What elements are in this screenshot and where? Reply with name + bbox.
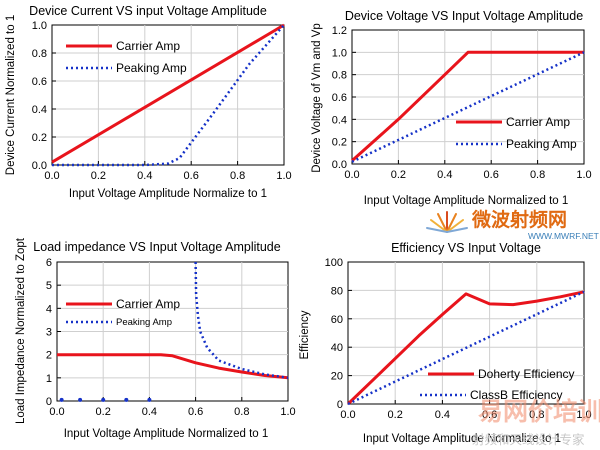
x-tick-label: 0.6 [484, 169, 499, 181]
y-axis-label: Device Current Normalized to 1 [5, 15, 17, 175]
series-line-classb-efficiency [347, 290, 585, 406]
y-tick-label: 0.4 [332, 114, 347, 126]
x-tick-label: 0.0 [344, 169, 359, 181]
legend: Carrier Amp Peaking Amp [66, 297, 180, 328]
watermark-brand: 微波射频网 [471, 208, 567, 231]
legend: Carrier Amp Peaking Amp [66, 39, 187, 75]
legend-label-classb: ClassB Efficiency [470, 388, 562, 402]
x-tick-label: 1.0 [276, 170, 291, 182]
series-line-carrier-amp [57, 353, 289, 380]
y-tick-label: 1 [46, 373, 52, 385]
y-tick-label: 0 [337, 399, 343, 411]
series-point-peaking-amp-markers [59, 397, 64, 402]
y-tick-label: 4 [46, 303, 52, 315]
watermark-corner-title: 易网价培训 [478, 397, 600, 426]
legend: Doherty Efficiency ClassB Efficiency [420, 367, 575, 402]
y-tick-label: 0.2 [32, 132, 47, 144]
x-tick-label: 0.8 [529, 409, 544, 421]
x-tick-label: 0.0 [340, 409, 355, 421]
series-line-peaking-amp [52, 24, 285, 167]
y-tick-label: 5 [46, 280, 52, 292]
mwrf-logo-icon [426, 211, 468, 233]
y-axis-label: Device Voltage of Vm and Vp [311, 23, 323, 173]
y-tick-label: 3 [46, 327, 52, 339]
x-tick-label: 0.4 [437, 169, 452, 181]
series-point-peaking-amp-markers [101, 397, 106, 402]
legend-label-peaking: Peaking Amp [116, 61, 187, 75]
plot-frame [347, 261, 585, 405]
x-tick-label: 0.8 [234, 406, 249, 418]
legend-label-carrier: Carrier Amp [506, 115, 570, 129]
legend-label-peaking: Peaking Amp [506, 137, 577, 151]
y-tick-label: 0.6 [332, 92, 347, 104]
x-tick-label: 0.6 [188, 406, 203, 418]
y-axis-label: Efficiency [299, 310, 311, 359]
x-tick-label: 0.2 [96, 406, 111, 418]
x-tick-label: 0.8 [230, 170, 245, 182]
series-point-peaking-amp-markers [147, 397, 152, 402]
y-tick-label: 0.0 [332, 159, 347, 171]
legend-label-doherty: Doherty Efficiency [478, 367, 575, 381]
x-axis-label: Input Voltage Amplitude Normalized to 1 [64, 428, 269, 440]
x-tick-label: 0.6 [184, 170, 199, 182]
y-tick-label: 100 [325, 257, 343, 269]
watermark-corner-sub: 射频和天线设计专家 [472, 432, 585, 447]
x-tick-label: 0.0 [44, 170, 59, 182]
x-tick-label: 0.4 [137, 170, 152, 182]
series-point-peaking-amp-markers [78, 397, 83, 402]
chart-device-current: Device Current VS input Voltage Amplitud… [5, 4, 292, 200]
series-line-carrier-amp [51, 23, 285, 164]
watermark-mwrf: 微波射频网 WWW.MWRF.NET [426, 208, 599, 241]
x-tick-label: 1.0 [280, 406, 295, 418]
chart-title: Load impedance VS Input Voltage Amplitud… [33, 240, 280, 254]
y-tick-label: 0.0 [32, 160, 47, 172]
y-tick-label: 1.2 [332, 25, 347, 37]
y-tick-label: 0.4 [32, 104, 47, 116]
y-tick-label: 0.8 [332, 70, 347, 82]
series-point-peaking-amp-markers [124, 397, 129, 402]
chart-efficiency: Efficiency VS Input Voltage 0.0 0.2 0.4 0.6… [299, 241, 592, 445]
x-tick-label: 0.2 [391, 169, 406, 181]
y-tick-label: 0 [46, 396, 52, 408]
y-tick-label: 40 [331, 342, 343, 354]
series-line-peaking-amp [194, 261, 289, 380]
legend-label-carrier: Carrier Amp [116, 39, 180, 53]
x-tick-label: 1.0 [576, 409, 591, 421]
x-tick-label: 0.8 [530, 169, 545, 181]
y-tick-label: 60 [331, 314, 343, 326]
x-axis-label: Input Voltage Amplitude Normalized to 1 [364, 195, 569, 207]
x-tick-label: 0.2 [91, 170, 106, 182]
legend-label-peaking: Peaking Amp [116, 317, 172, 328]
chart-title: Device Voltage VS Input Voltage Amplitud… [345, 9, 583, 23]
series-line-carrier-amp [351, 50, 584, 162]
y-tick-label: 6 [46, 257, 52, 269]
y-tick-label: 80 [331, 285, 343, 297]
watermark-url: WWW.MWRF.NET [528, 231, 599, 241]
y-tick-label: 2 [46, 350, 52, 362]
x-tick-label: 0.4 [142, 406, 157, 418]
x-axis-label: Input Voltage Amplitude Normalize to 1 [363, 433, 561, 445]
y-axis-label: Load Impedance Normalized to Zopt [15, 237, 27, 424]
chart-title: Device Current VS input Voltage Amplitud… [29, 4, 267, 18]
chart-load-impedance: Load impedance VS Input Voltage Amplitud… [15, 237, 296, 440]
y-tick-label: 0.8 [32, 48, 47, 60]
chart-title: Efficiency VS Input Voltage [391, 241, 541, 255]
legend-label-carrier: Carrier Amp [116, 297, 180, 311]
x-tick-label: 1.0 [576, 169, 591, 181]
x-tick-label: 0.4 [435, 409, 450, 421]
y-tick-label: 1.0 [32, 20, 47, 32]
watermark-corner: 易网价培训 射频和天线设计专家 [472, 397, 600, 447]
x-tick-label: 0.2 [388, 409, 403, 421]
series-line-doherty-efficiency [346, 290, 585, 406]
x-tick-label: 0.0 [49, 406, 64, 418]
chart-device-voltage: Device Voltage VS Input Voltage Amplitud… [311, 9, 592, 207]
y-tick-label: 1.0 [332, 47, 347, 59]
x-axis-label: Input Voltage Amplitude Normalize to 1 [69, 188, 267, 200]
y-tick-label: 0.6 [32, 76, 47, 88]
y-tick-label: 20 [331, 371, 343, 383]
x-tick-label: 0.6 [482, 409, 497, 421]
y-tick-label: 0.2 [332, 137, 347, 149]
legend: Carrier Amp Peaking Amp [456, 115, 577, 151]
